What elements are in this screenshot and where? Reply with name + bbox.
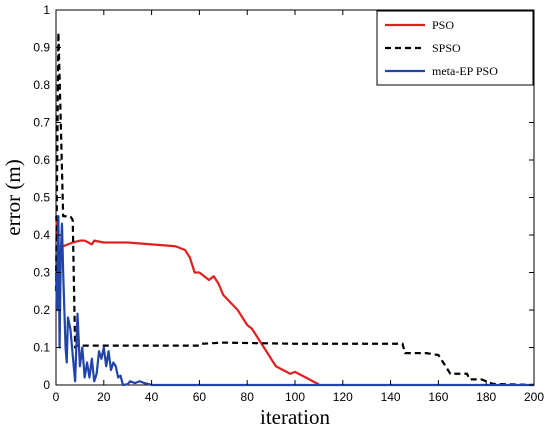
- legend: PSO SPSO meta-EP PSO: [376, 10, 534, 86]
- series-layer: [54, 31, 535, 387]
- y-tick-label: 0.3: [33, 266, 50, 280]
- x-tick-label: 200: [524, 390, 544, 404]
- y-tick-label: 0.9: [33, 41, 50, 55]
- series-line-pso: [54, 216, 320, 386]
- x-tick-label: 0: [53, 390, 60, 404]
- y-tick-label: 0.4: [33, 228, 50, 242]
- y-tick-label: 0.8: [33, 78, 50, 92]
- x-tick-label: 120: [333, 390, 353, 404]
- x-tick-label: 40: [145, 390, 159, 404]
- y-tick-label: 0.1: [33, 341, 50, 355]
- x-tick-label: 20: [97, 390, 111, 404]
- y-tick-label: 1: [43, 3, 50, 17]
- legend-box: [376, 10, 534, 86]
- y-tick-label: 0: [43, 378, 50, 392]
- y-tick-label: 0.2: [33, 303, 50, 317]
- x-tick-label: 180: [476, 390, 496, 404]
- y-tick-label: 0.5: [33, 191, 50, 205]
- legend-label: SPSO: [432, 41, 461, 55]
- y-axis-label: error (m): [1, 159, 25, 235]
- axes: 0 20 40 60 80 100 120 140 160 180 200 0 0.1 0.2 0.3 0.4…: [33, 3, 544, 404]
- x-tick-label: 60: [193, 390, 207, 404]
- legend-label: meta-EP PSO: [432, 64, 498, 78]
- y-tick-label: 0.7: [33, 116, 50, 130]
- legend-label: PSO: [432, 18, 454, 32]
- x-tick-label: 160: [428, 390, 448, 404]
- x-tick-label: 140: [381, 390, 401, 404]
- series-line-meta-ep-pso: [54, 215, 534, 387]
- y-tick-label: 0.6: [33, 153, 50, 167]
- x-tick-label: 80: [241, 390, 255, 404]
- x-axis-label: iteration: [260, 405, 330, 429]
- x-tick-label: 100: [285, 390, 305, 404]
